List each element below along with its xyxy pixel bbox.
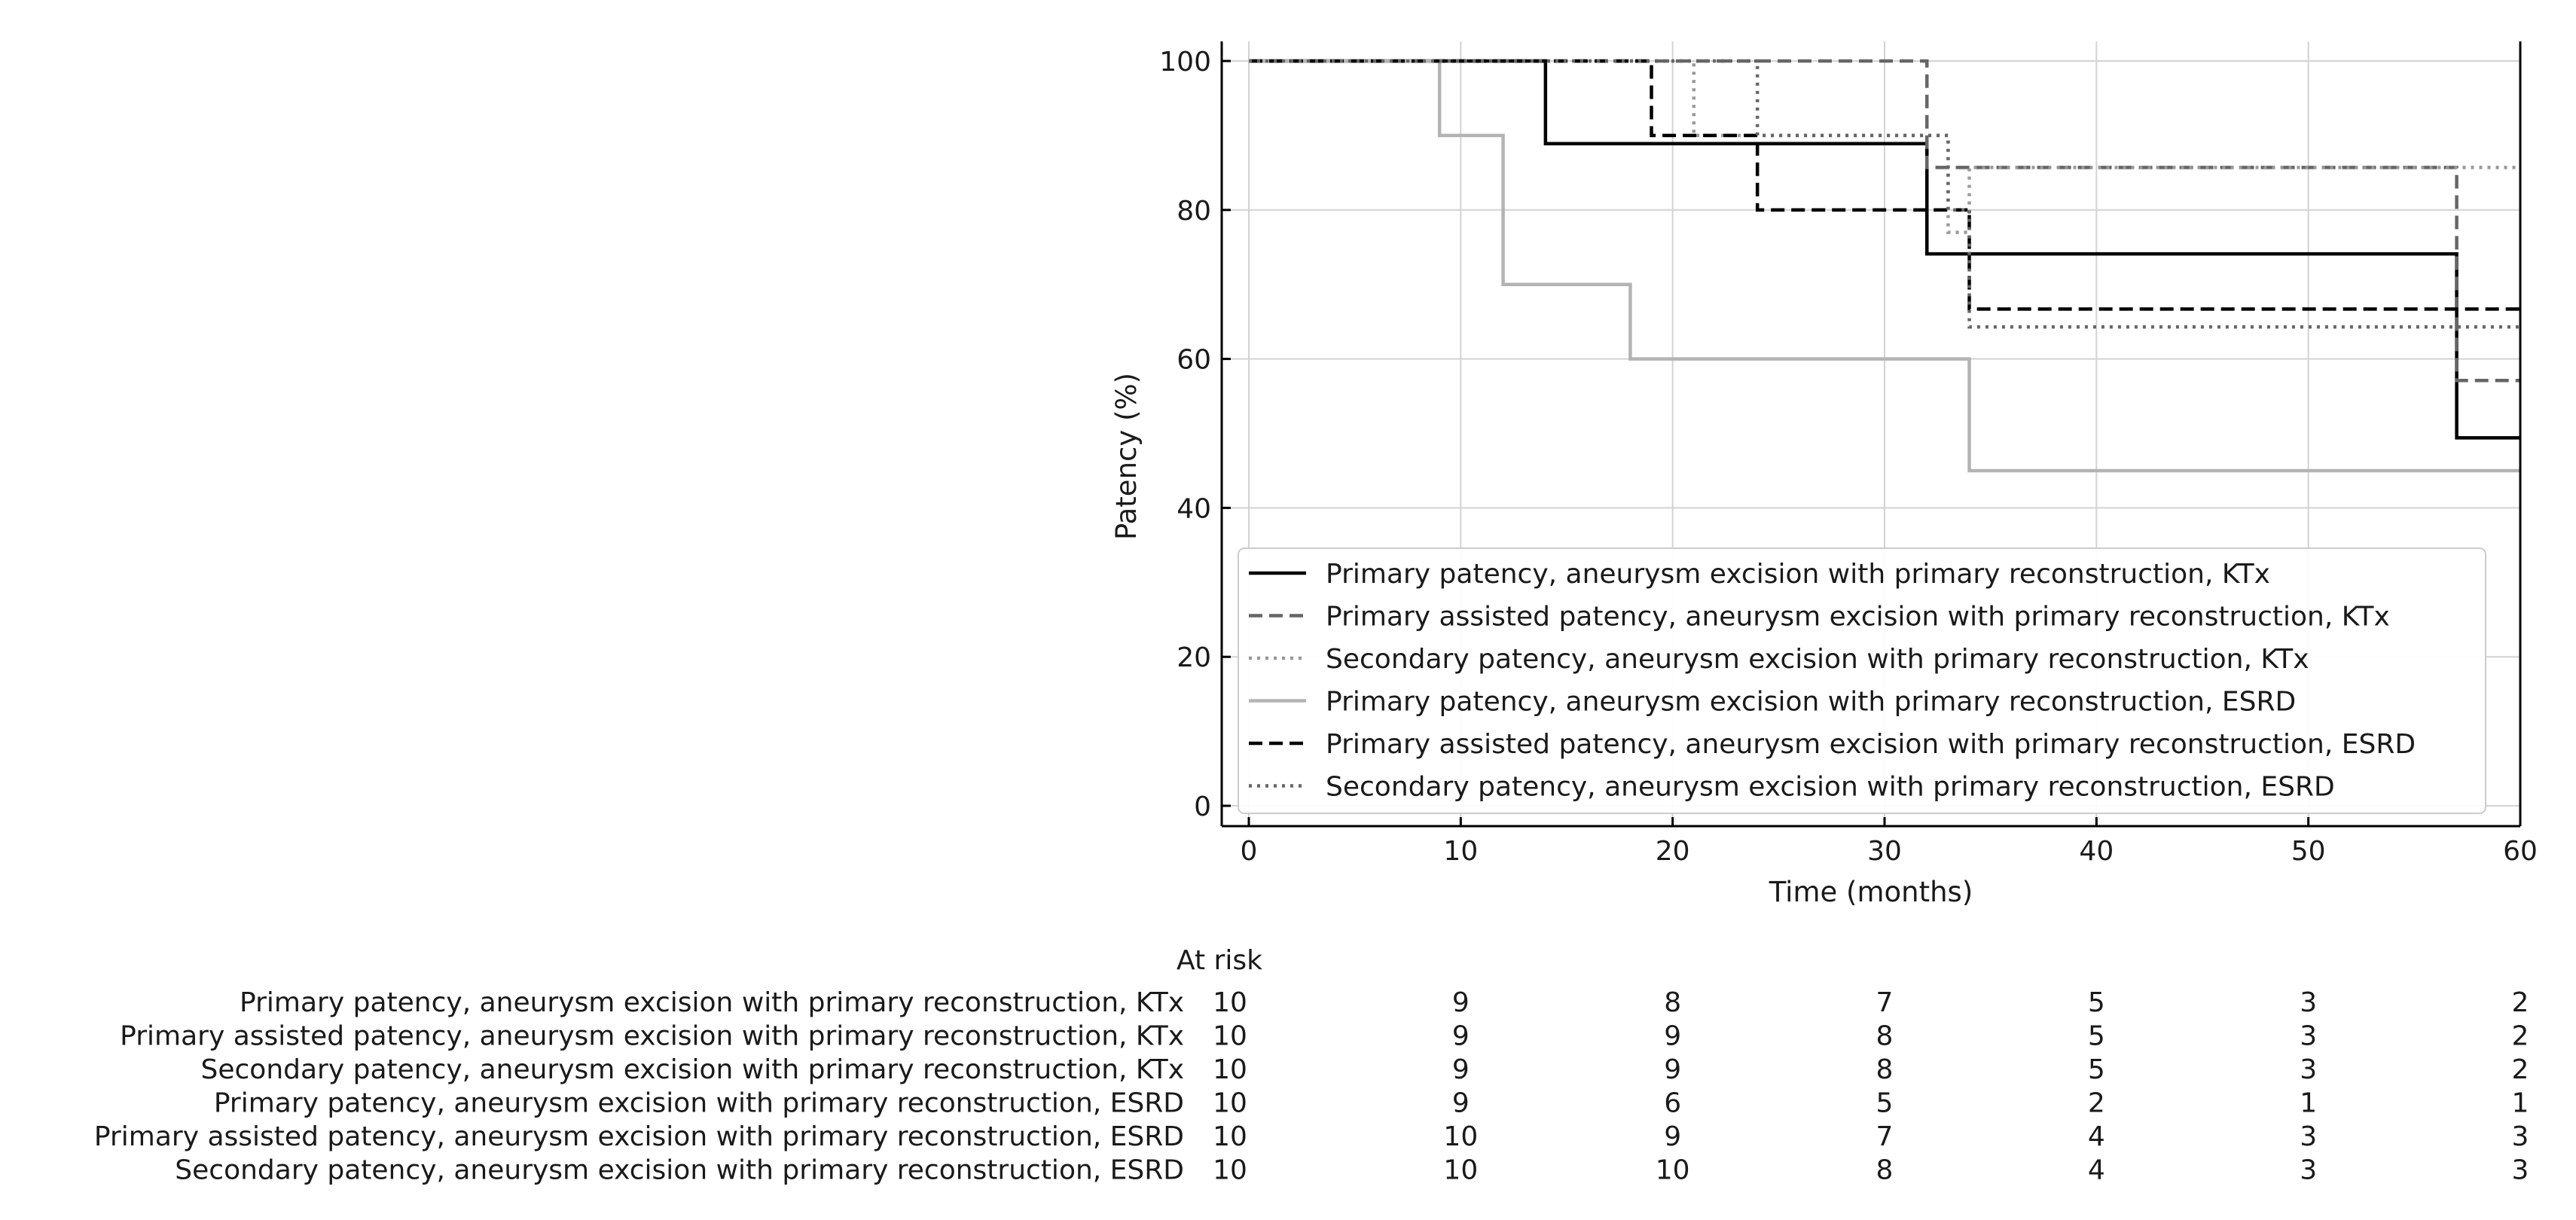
legend-box: [1238, 547, 2486, 814]
y-tick-label: 80: [1177, 196, 1211, 227]
at-risk-count: 7: [1876, 1121, 1894, 1152]
at-risk-count: 9: [1452, 1021, 1470, 1052]
at-risk-count: 10: [1443, 1155, 1478, 1186]
y-tick-label: 20: [1177, 642, 1211, 673]
at-risk-count: 5: [2088, 1054, 2105, 1085]
at-risk-count: 2: [2512, 1054, 2529, 1085]
series-lines: [1249, 59, 2520, 473]
at-risk-count: 9: [1664, 1054, 1681, 1085]
at-risk-count: 4: [2088, 1155, 2105, 1186]
x-tick-label: 0: [1241, 836, 1258, 867]
legend-label-3: Secondary patency, aneurysm excision wit…: [1326, 644, 2309, 675]
at-risk-row-label: Primary patency, aneurysm excision with …: [214, 1088, 1184, 1119]
x-tick-label: 20: [1656, 836, 1690, 867]
at-risk-count: 2: [2512, 987, 2529, 1018]
at-risk-count: 10: [1213, 1155, 1247, 1186]
legend-label-4: Primary patency, aneurysm excision with …: [1326, 687, 2296, 718]
at-risk-count: 9: [1664, 1121, 1681, 1152]
at-risk-count: 9: [1664, 1021, 1681, 1052]
at-risk-count: 5: [1876, 1088, 1894, 1119]
at-risk-count: 10: [1213, 987, 1247, 1018]
at-risk-count: 3: [2300, 1021, 2317, 1052]
x-tick-label: 30: [1867, 836, 1902, 867]
y-tick-label: 0: [1194, 791, 1211, 822]
at-risk-count: 3: [2300, 1054, 2317, 1085]
x-tick-label: 50: [2291, 836, 2326, 867]
at-risk-count: 3: [2300, 1155, 2317, 1186]
at-risk-count: 9: [1452, 1054, 1470, 1085]
at-risk-count: 6: [1664, 1088, 1681, 1119]
at-risk-count: 9: [1452, 1088, 1470, 1119]
series-line-4: [1249, 59, 2520, 473]
at-risk-count: 10: [1213, 1088, 1247, 1119]
at-risk-row-label: Primary patency, aneurysm excision with …: [240, 987, 1184, 1018]
at-risk-count: 8: [1876, 1021, 1894, 1052]
at-risk-count: 10: [1213, 1021, 1247, 1052]
at-risk-count: 3: [2512, 1121, 2529, 1152]
at-risk-row-label: Secondary patency, aneurysm excision wit…: [201, 1054, 1185, 1085]
legend-label-5: Primary assisted patency, aneurysm excis…: [1326, 729, 2416, 760]
x-tick-label: 60: [2503, 836, 2538, 867]
at-risk-count: 8: [1664, 987, 1681, 1018]
series-line-5: [1249, 59, 2520, 311]
at-risk-count: 2: [2512, 1021, 2529, 1052]
legend-label-1: Primary patency, aneurysm excision with …: [1326, 559, 2270, 590]
y-tick-label: 40: [1177, 493, 1211, 524]
at-risk-count: 10: [1213, 1121, 1247, 1152]
at-risk-count: 9: [1452, 987, 1470, 1018]
at-risk-count: 10: [1443, 1121, 1478, 1152]
at-risk-count: 3: [2512, 1155, 2529, 1186]
y-axis-title: Patency (%): [1110, 373, 1143, 540]
x-tick-label: 40: [2079, 836, 2114, 867]
at-risk-count: 5: [2088, 1021, 2105, 1052]
x-tick-label: 10: [1443, 836, 1478, 867]
at-risk-count: 7: [1876, 987, 1894, 1018]
at-risk-count: 3: [2300, 987, 2317, 1018]
at-risk-count: 2: [2088, 1088, 2105, 1119]
at-risk-count: 1: [2512, 1088, 2529, 1119]
legend-label-2: Primary assisted patency, aneurysm excis…: [1326, 602, 2390, 633]
y-tick-label: 60: [1177, 345, 1211, 376]
at-risk-count: 8: [1876, 1155, 1894, 1186]
legend: Primary patency, aneurysm excision with …: [1238, 547, 2486, 814]
y-tick-label: 100: [1159, 47, 1211, 78]
at-risk-count: 8: [1876, 1054, 1894, 1085]
at-risk-count: 10: [1213, 1054, 1247, 1085]
axes: 0 20 40 60 80 100 0 10 20 30 40 50 60 Time (months) Pa…: [1110, 41, 2538, 908]
at-risk-row-label: Primary assisted patency, aneurysm excis…: [120, 1021, 1184, 1052]
series-line-1: [1249, 59, 2520, 440]
x-axis-title: Time (months): [1769, 876, 1973, 908]
at-risk-count: 5: [2088, 987, 2105, 1018]
at-risk-heading: At risk: [1177, 945, 1262, 976]
legend-label-6: Secondary patency, aneurysm excision wit…: [1326, 772, 2335, 803]
at-risk-table: At risk Primary patency, aneurysm excisio…: [94, 945, 2529, 1186]
at-risk-count: 1: [2300, 1088, 2317, 1119]
at-risk-count: 3: [2300, 1121, 2317, 1152]
at-risk-row-label: Primary assisted patency, aneurysm excis…: [94, 1121, 1184, 1152]
at-risk-count: 4: [2088, 1121, 2105, 1152]
at-risk-count: 10: [1656, 1155, 1690, 1186]
at-risk-row-label: Secondary patency, aneurysm excision wit…: [175, 1155, 1184, 1186]
